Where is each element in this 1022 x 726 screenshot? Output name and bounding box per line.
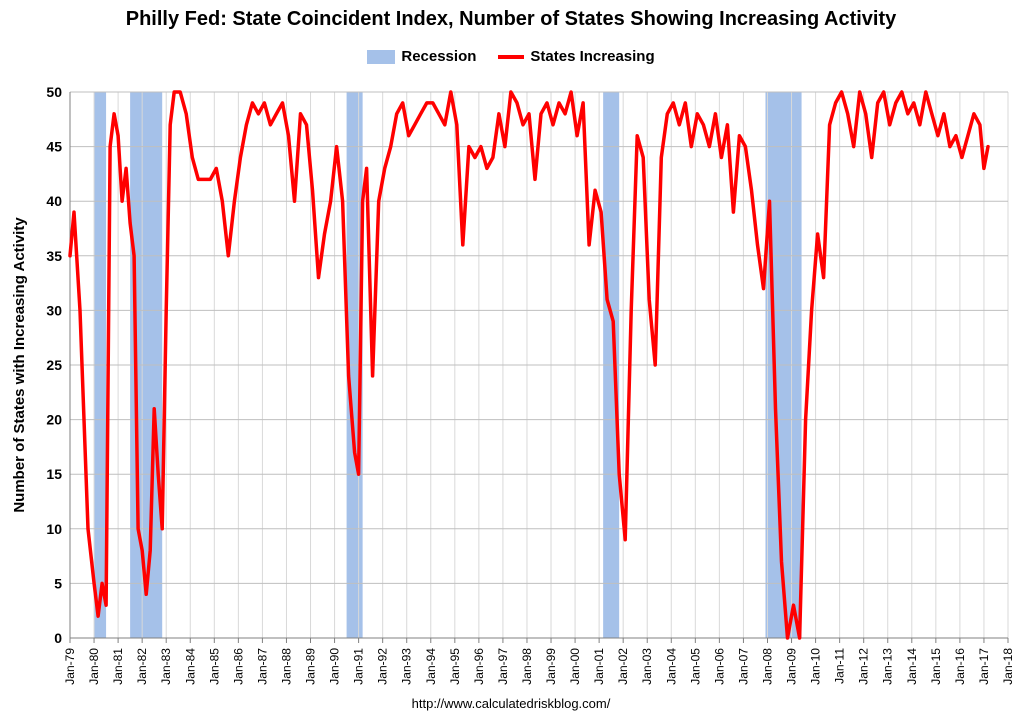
x-tick-label: Jan-99 bbox=[544, 648, 558, 685]
x-tick-label: Jan-97 bbox=[496, 648, 510, 685]
x-tick-label: Jan-83 bbox=[159, 648, 173, 685]
y-tick-label: 5 bbox=[54, 575, 62, 591]
y-tick-label: 15 bbox=[46, 466, 62, 482]
chart-title: Philly Fed: State Coincident Index, Numb… bbox=[125, 8, 897, 30]
y-tick-label: 40 bbox=[46, 193, 62, 209]
x-tick-label: Jan-10 bbox=[809, 648, 823, 685]
x-tick-label: Jan-17 bbox=[977, 648, 991, 685]
x-tick-label: Jan-89 bbox=[304, 648, 318, 685]
y-tick-label: 50 bbox=[46, 84, 62, 100]
x-tick-label: Jan-91 bbox=[352, 648, 366, 685]
x-tick-label: Jan-03 bbox=[640, 648, 654, 685]
legend: Recession States Increasing bbox=[0, 48, 1022, 65]
x-tick-label: Jan-96 bbox=[472, 648, 486, 685]
x-tick-label: Jan-16 bbox=[953, 648, 967, 685]
x-tick-label: Jan-90 bbox=[328, 648, 342, 685]
legend-swatch-states bbox=[498, 54, 525, 59]
legend-label-states: States Increasing bbox=[530, 48, 655, 65]
x-tick-label: Jan-01 bbox=[592, 648, 606, 685]
x-tick-label: Jan-00 bbox=[568, 648, 582, 685]
x-tick-label: Jan-84 bbox=[183, 648, 197, 685]
x-tick-label: Jan-18 bbox=[1001, 648, 1015, 685]
x-tick-label: Jan-92 bbox=[376, 648, 390, 685]
x-tick-label: Jan-07 bbox=[736, 648, 750, 685]
source-footer: http://www.calculatedriskblog.com/ bbox=[411, 696, 611, 711]
x-tick-label: Jan-87 bbox=[255, 648, 269, 685]
y-tick-label: 45 bbox=[46, 139, 62, 155]
x-tick-label: Jan-80 bbox=[87, 648, 101, 685]
x-tick-label: Jan-02 bbox=[616, 648, 630, 685]
x-tick-label: Jan-12 bbox=[857, 648, 871, 685]
x-tick-label: Jan-06 bbox=[712, 648, 726, 685]
x-tick-label: Jan-88 bbox=[279, 648, 293, 685]
y-tick-label: 30 bbox=[46, 302, 62, 318]
series-line-states-increasing bbox=[68, 90, 990, 640]
x-tick-label: Jan-11 bbox=[833, 648, 847, 684]
x-tick-label: Jan-98 bbox=[520, 648, 534, 685]
x-tick-label: Jan-13 bbox=[881, 648, 895, 685]
legend-swatch-recession bbox=[367, 49, 396, 64]
x-tick-label: Jan-95 bbox=[448, 648, 462, 685]
x-tick-label: Jan-93 bbox=[400, 648, 414, 685]
legend-label-recession: Recession bbox=[401, 48, 477, 65]
x-tick-label: Jan-08 bbox=[760, 648, 774, 685]
x-tick-label: Jan-05 bbox=[688, 648, 702, 685]
x-tick-label: Jan-04 bbox=[664, 648, 678, 685]
x-tick-label: Jan-94 bbox=[424, 648, 438, 685]
legend-item-states: States Increasing bbox=[498, 48, 655, 65]
y-axis-title: Number of States with Increasing Activit… bbox=[11, 217, 28, 513]
x-tick-label: Jan-81 bbox=[111, 648, 125, 685]
y-tick-label: 25 bbox=[46, 357, 62, 373]
y-tick-label: 20 bbox=[46, 412, 62, 428]
x-tick-label: Jan-85 bbox=[207, 648, 221, 685]
legend-item-recession: Recession bbox=[367, 48, 476, 65]
y-tick-label: 35 bbox=[46, 248, 62, 264]
x-tick-label: Jan-14 bbox=[905, 648, 919, 685]
x-tick-label: Jan-79 bbox=[63, 648, 77, 685]
x-tick-label: Jan-82 bbox=[135, 648, 149, 685]
x-tick-label: Jan-86 bbox=[231, 648, 245, 685]
x-tick-label: Jan-15 bbox=[929, 648, 943, 685]
y-tick-label: 10 bbox=[46, 521, 62, 537]
x-tick-label: Jan-09 bbox=[785, 648, 799, 685]
y-tick-label: 0 bbox=[54, 630, 62, 646]
